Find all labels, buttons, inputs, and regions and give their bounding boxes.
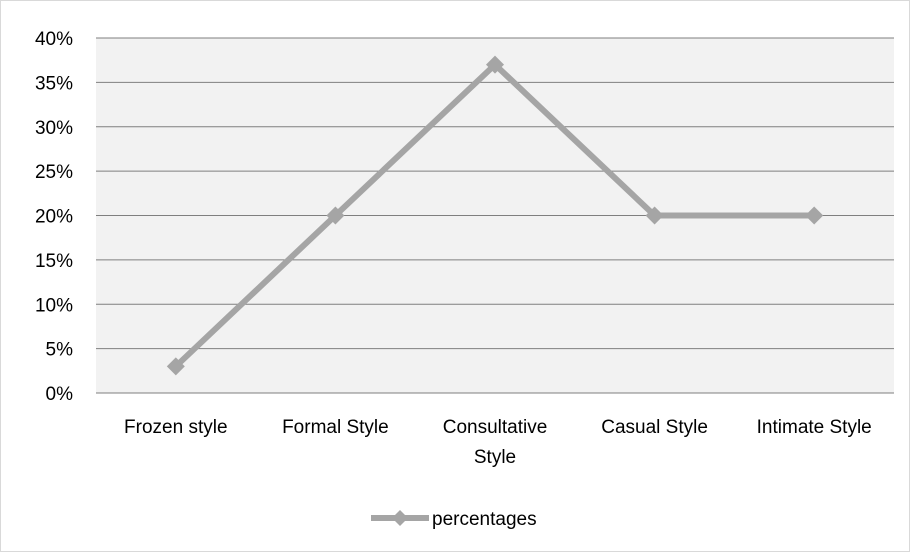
x-axis: Frozen style Formal Style Consultative Styl… [124, 417, 872, 468]
x-tick-label: Casual Style [601, 417, 708, 438]
series-layer [166, 55, 824, 376]
y-tick-label: 15% [35, 251, 73, 272]
x-tick-label: Consultative Style [443, 417, 548, 468]
y-tick-label: 30% [35, 118, 73, 139]
y-tick-label: 5% [46, 340, 74, 361]
y-axis: 0% 5% 10% 15% 20% 25% 30% 35% 40% [35, 29, 73, 405]
legend-label: percentages [432, 509, 537, 530]
x-tick-label: Frozen style [124, 417, 227, 438]
data-point-marker [645, 206, 664, 225]
legend: percentages [371, 509, 537, 530]
y-tick-label: 35% [35, 73, 73, 94]
data-point-marker [486, 55, 504, 74]
data-point-marker [805, 206, 824, 225]
gridlines [96, 37, 894, 394]
y-tick-label: 40% [35, 29, 73, 50]
x-tick-label: Intimate Style [757, 417, 872, 438]
y-tick-label: 20% [35, 207, 73, 228]
y-tick-label: 0% [46, 384, 74, 405]
x-tick-label: Formal Style [282, 417, 389, 438]
y-tick-label: 10% [35, 295, 73, 316]
y-tick-label: 25% [35, 162, 73, 183]
data-point-marker [166, 357, 185, 376]
legend-marker [392, 510, 408, 526]
data-point-marker [326, 206, 345, 225]
